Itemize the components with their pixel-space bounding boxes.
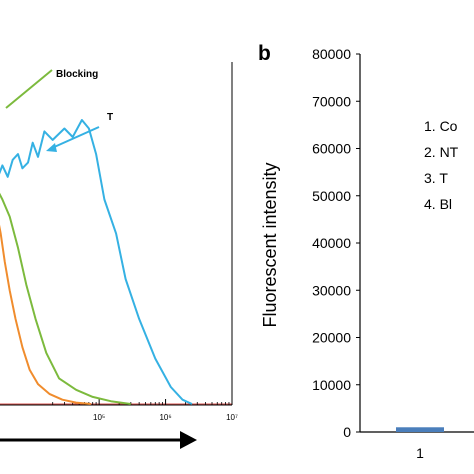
- panel-a-histogram: 10⁵ 10⁶ 10⁷ Blocking T: [0, 62, 238, 449]
- blocking-arrow: [5, 69, 53, 109]
- panel-b-bar-chart: b Fluorescent intensity 0 10000 20000 30000…: [258, 42, 474, 461]
- panel-b-y-tick-label: 40000: [312, 235, 351, 251]
- panel-b-legend-item: 4. Bl: [424, 196, 452, 212]
- panel-b-y-tick-label: 60000: [312, 141, 351, 157]
- panel-a-series-line-2: [0, 119, 193, 405]
- panel-b-y-tick-label: 80000: [312, 46, 351, 62]
- panel-b-y-ticks: 0 10000 20000 30000 40000 50000 60000 70000 8000…: [312, 46, 360, 440]
- panel-b-y-tick-label: 30000: [312, 282, 351, 298]
- t-arrow: [51, 126, 100, 149]
- panel-b-y-tick-label: 0: [343, 424, 351, 440]
- panel-b-x-categories: 1: [416, 445, 424, 461]
- t-arrow-head: [46, 143, 57, 152]
- t-annotation: T: [107, 112, 113, 123]
- panel-b-legend-item: 1. Co: [424, 118, 458, 134]
- panel-a-x-tick-label: 10⁵: [93, 413, 105, 422]
- panel-a-x-tick-label: 10⁶: [159, 413, 171, 422]
- panel-b-legend-item: 2. NT: [424, 144, 459, 160]
- panel-b-y-tick-label: 20000: [312, 330, 351, 346]
- panel-b-label: b: [258, 42, 271, 65]
- panel-a-series-line-1: [0, 192, 131, 405]
- intensity-direction-arrow-head: [180, 431, 197, 449]
- panel-b-y-tick-label: 50000: [312, 188, 351, 204]
- panel-b-legend: 1. Co 2. NT 3. T 4. Bl: [424, 118, 459, 212]
- panel-b-legend-item: 3. T: [424, 170, 448, 186]
- panel-a-x-ticks: 10⁵ 10⁶ 10⁷: [52, 399, 238, 422]
- panel-a-series-line-3: [0, 224, 91, 405]
- panel-a-x-tick-label: 10⁷: [226, 413, 238, 422]
- panel-b-bar-1: [396, 427, 444, 432]
- panel-b-y-axis-label: Fluorescent intensity: [260, 162, 280, 327]
- panel-b-y-tick-label: 10000: [312, 377, 351, 393]
- panel-a-series: [0, 119, 193, 405]
- panel-b-x-category-label: 1: [416, 445, 424, 461]
- panel-b-bars: [396, 427, 444, 432]
- blocking-annotation: Blocking: [56, 69, 98, 80]
- panel-b-y-tick-label: 70000: [312, 93, 351, 109]
